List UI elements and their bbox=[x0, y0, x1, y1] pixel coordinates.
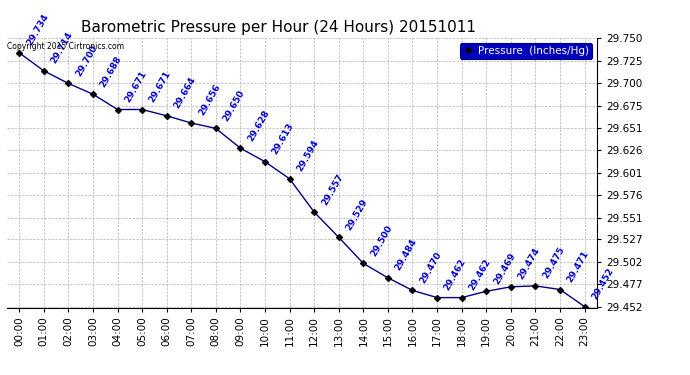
Pressure  (Inches/Hg) bbox=[163, 114, 171, 118]
Text: 29.470: 29.470 bbox=[418, 250, 443, 285]
Text: 29.650: 29.650 bbox=[221, 88, 246, 123]
Text: 29.714: 29.714 bbox=[49, 30, 75, 65]
Title: Barometric Pressure per Hour (24 Hours) 20151011: Barometric Pressure per Hour (24 Hours) … bbox=[81, 20, 476, 35]
Pressure  (Inches/Hg) bbox=[433, 296, 441, 300]
Text: 29.452: 29.452 bbox=[590, 266, 615, 301]
Text: 29.557: 29.557 bbox=[319, 172, 345, 207]
Line: Pressure  (Inches/Hg): Pressure (Inches/Hg) bbox=[17, 51, 586, 309]
Text: 29.500: 29.500 bbox=[369, 224, 394, 258]
Pressure  (Inches/Hg) bbox=[384, 276, 392, 280]
Pressure  (Inches/Hg) bbox=[89, 92, 97, 96]
Text: 29.688: 29.688 bbox=[99, 54, 124, 88]
Text: 29.656: 29.656 bbox=[197, 83, 222, 117]
Legend: Pressure  (Inches/Hg): Pressure (Inches/Hg) bbox=[460, 43, 591, 59]
Text: 29.628: 29.628 bbox=[246, 108, 271, 142]
Pressure  (Inches/Hg) bbox=[187, 121, 195, 125]
Text: 29.474: 29.474 bbox=[516, 246, 542, 281]
Pressure  (Inches/Hg) bbox=[556, 287, 564, 292]
Text: 29.700: 29.700 bbox=[74, 44, 99, 78]
Text: 29.471: 29.471 bbox=[566, 249, 591, 284]
Text: 29.671: 29.671 bbox=[148, 69, 173, 104]
Pressure  (Inches/Hg) bbox=[531, 284, 540, 288]
Pressure  (Inches/Hg) bbox=[212, 126, 220, 130]
Text: Copyright 2015 Cirtronics.com: Copyright 2015 Cirtronics.com bbox=[8, 42, 124, 51]
Text: 29.462: 29.462 bbox=[467, 257, 493, 292]
Pressure  (Inches/Hg) bbox=[261, 159, 269, 164]
Pressure  (Inches/Hg) bbox=[457, 296, 466, 300]
Pressure  (Inches/Hg) bbox=[506, 285, 515, 289]
Text: 29.671: 29.671 bbox=[123, 69, 148, 104]
Text: 29.469: 29.469 bbox=[492, 251, 517, 286]
Pressure  (Inches/Hg) bbox=[113, 107, 121, 112]
Text: 29.594: 29.594 bbox=[295, 138, 320, 173]
Pressure  (Inches/Hg) bbox=[580, 304, 589, 309]
Pressure  (Inches/Hg) bbox=[482, 289, 491, 294]
Text: 29.613: 29.613 bbox=[270, 122, 296, 156]
Text: 29.462: 29.462 bbox=[442, 257, 468, 292]
Text: 29.664: 29.664 bbox=[172, 75, 197, 110]
Pressure  (Inches/Hg) bbox=[310, 210, 318, 214]
Pressure  (Inches/Hg) bbox=[138, 107, 146, 112]
Pressure  (Inches/Hg) bbox=[64, 81, 72, 86]
Pressure  (Inches/Hg) bbox=[236, 146, 244, 150]
Pressure  (Inches/Hg) bbox=[335, 235, 343, 240]
Pressure  (Inches/Hg) bbox=[359, 261, 368, 266]
Pressure  (Inches/Hg) bbox=[15, 51, 23, 55]
Pressure  (Inches/Hg) bbox=[408, 288, 417, 292]
Pressure  (Inches/Hg) bbox=[286, 177, 294, 181]
Text: 29.475: 29.475 bbox=[541, 246, 566, 280]
Text: 29.734: 29.734 bbox=[25, 12, 50, 47]
Pressure  (Inches/Hg) bbox=[39, 69, 48, 73]
Text: 29.529: 29.529 bbox=[344, 197, 370, 232]
Text: 29.484: 29.484 bbox=[393, 237, 419, 272]
